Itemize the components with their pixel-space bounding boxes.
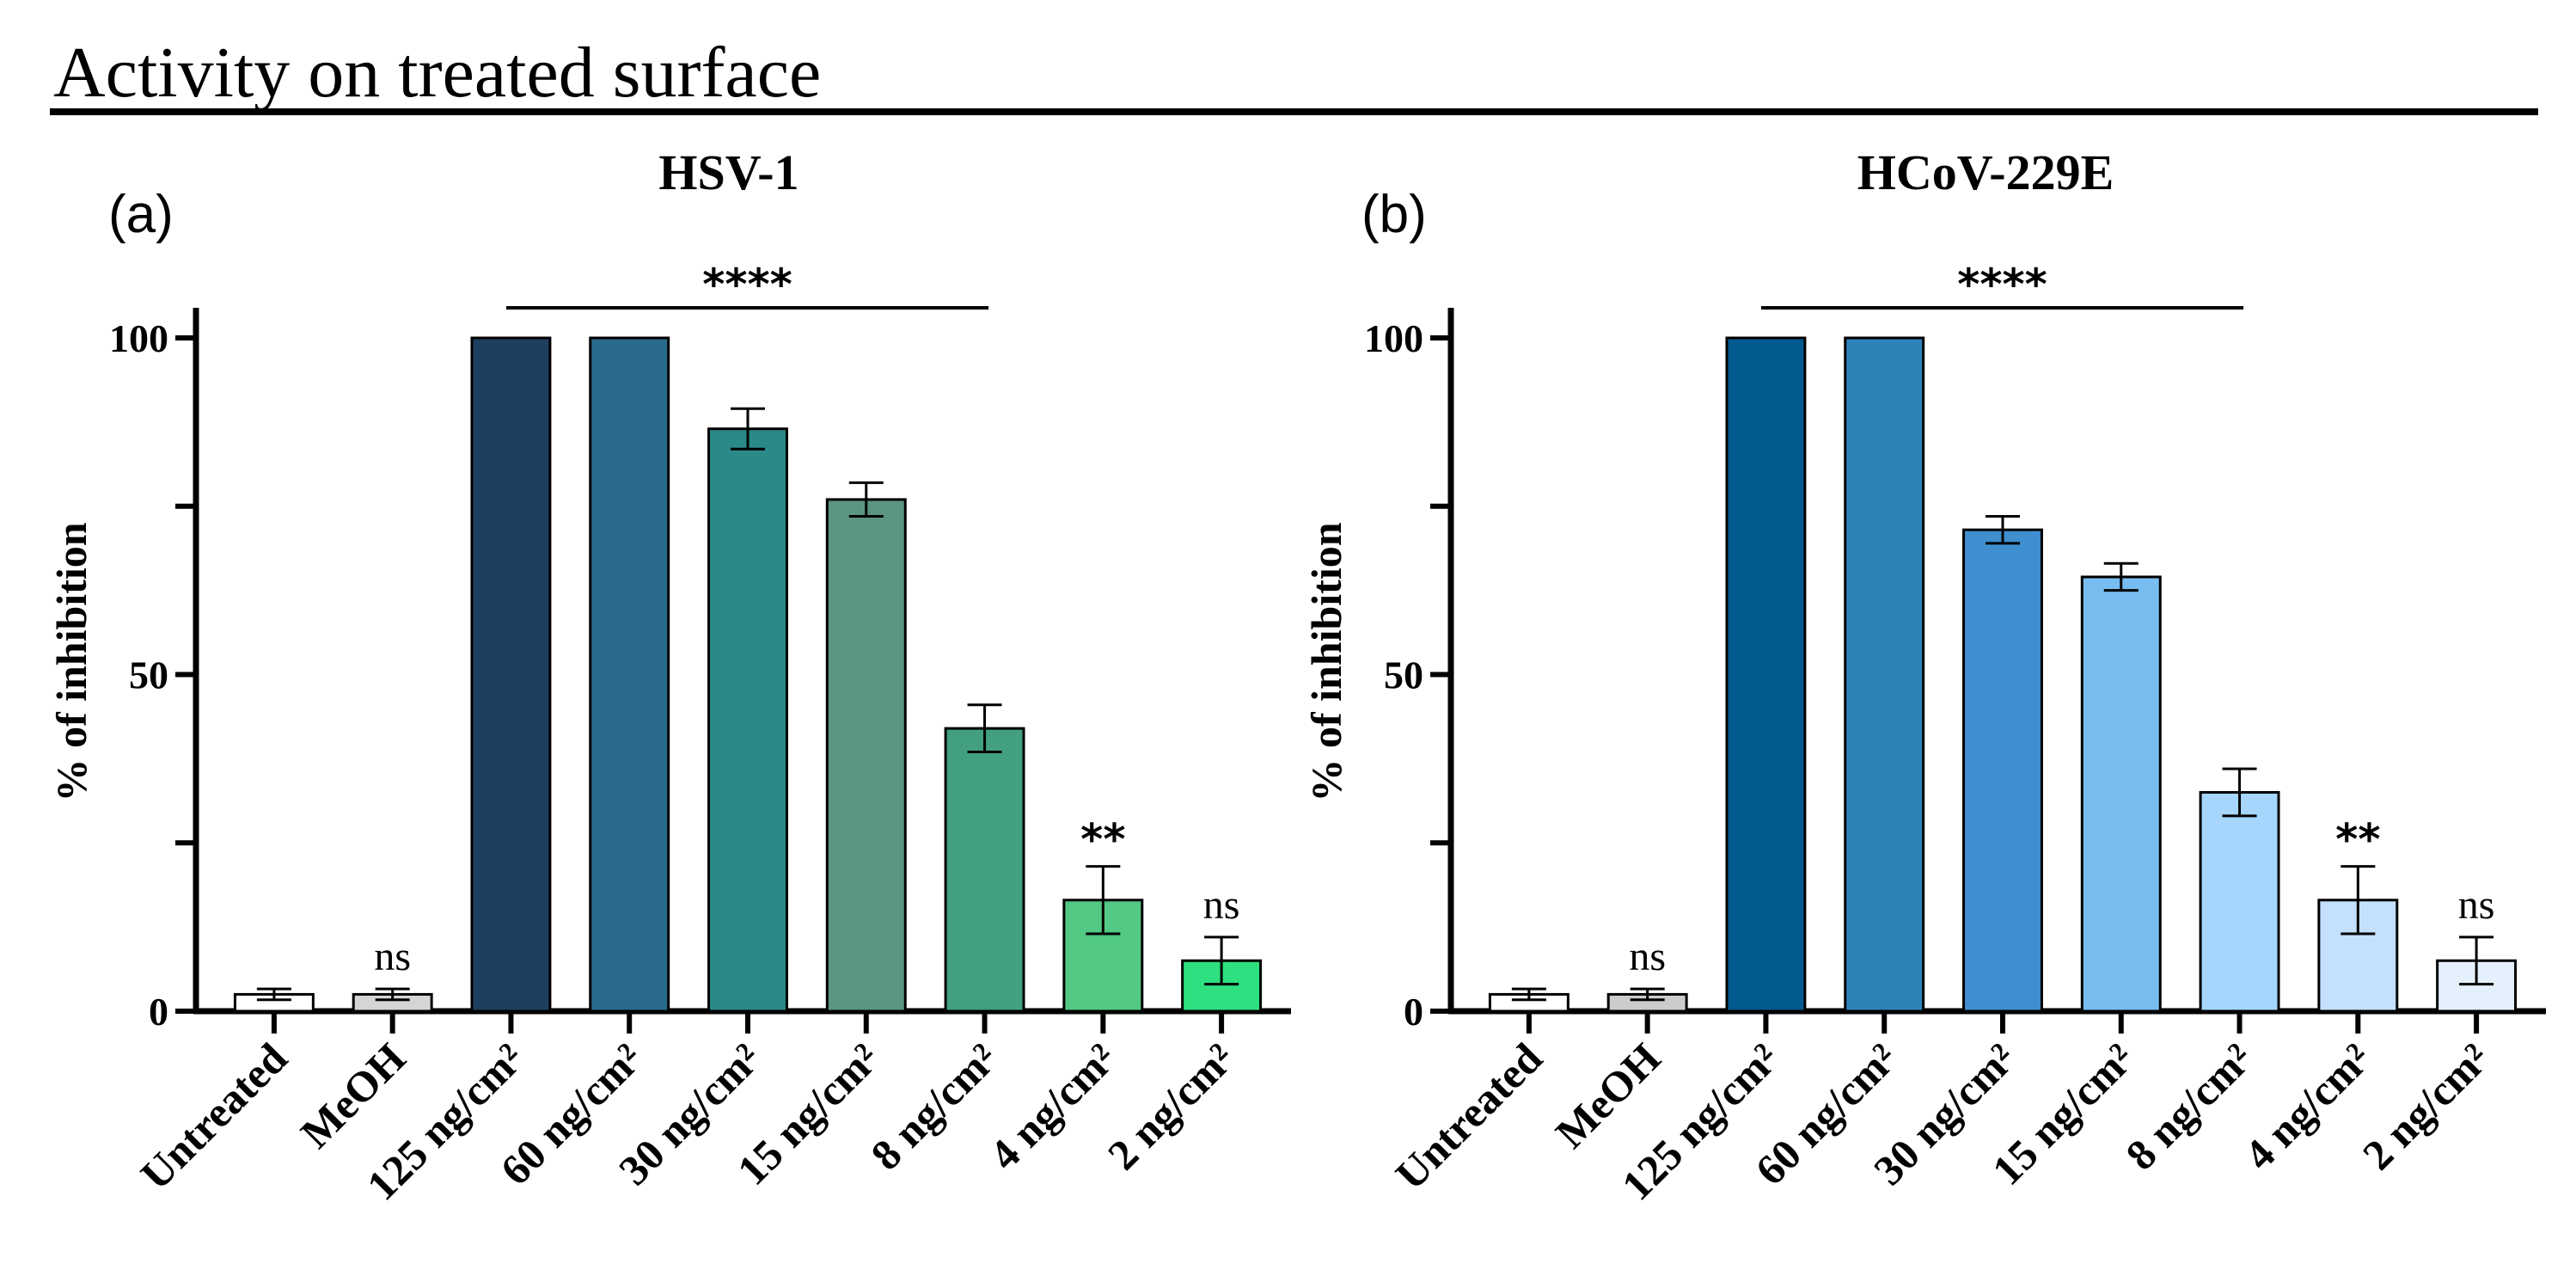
y-tick-label: 50 xyxy=(1384,653,1423,697)
x-tick-label: 2 ng/cm² xyxy=(2353,1034,2499,1179)
x-tick-label: 4 ng/cm² xyxy=(2235,1034,2380,1179)
page-title: Activity on treated surface xyxy=(53,33,821,113)
bracket-label: **** xyxy=(702,260,792,310)
chart-panel-a: (a)HSV-1% of inhibition050100UntreatedMe… xyxy=(47,144,1291,1210)
significance-label: ns xyxy=(1629,934,1666,979)
bar xyxy=(944,727,1025,1013)
bar xyxy=(1844,336,1925,1013)
x-tick-label: 8 ng/cm² xyxy=(2116,1034,2261,1179)
significance-label: ns xyxy=(374,934,411,979)
bar xyxy=(1962,528,2043,1013)
bar xyxy=(2080,575,2162,1013)
chart-panel-b: (b) HCoV-229E % of inhibition 0 50 100 Untreat… xyxy=(1302,144,2546,1210)
y-axis-label: % of inhibition xyxy=(47,522,95,801)
panel-letter: (b) xyxy=(1361,185,1427,244)
y-tick-label: 50 xyxy=(129,653,168,697)
x-tick-label: Untreated xyxy=(1386,1034,1551,1199)
bar xyxy=(589,336,670,1013)
chart-title: HCoV-229E xyxy=(1857,144,2114,200)
chart-title: HSV-1 xyxy=(658,144,798,200)
x-tick-label: Untreated xyxy=(132,1034,297,1199)
y-tick-label: 100 xyxy=(1364,316,1423,360)
x-tick-label: 4 ng/cm² xyxy=(980,1034,1125,1179)
y-tick-label: 0 xyxy=(1404,990,1423,1034)
y-axis-label: % of inhibition xyxy=(1302,522,1350,801)
bar xyxy=(1725,336,1807,1013)
bar xyxy=(825,498,907,1013)
significance-label: ** xyxy=(2335,815,2380,865)
y-tick-label: 100 xyxy=(109,316,168,360)
bar xyxy=(2199,791,2280,1013)
significance-label: ** xyxy=(1080,815,1125,865)
x-tick-label: 8 ng/cm² xyxy=(861,1034,1007,1179)
x-tick-label: 2 ng/cm² xyxy=(1098,1034,1244,1179)
significance-label: ns xyxy=(2458,882,2495,928)
significance-label: ns xyxy=(1203,882,1240,928)
y-tick-label: 0 xyxy=(149,990,168,1034)
panel-letter: (a) xyxy=(108,185,174,244)
bar xyxy=(707,427,788,1013)
bar xyxy=(470,336,552,1013)
bracket-label: **** xyxy=(1957,260,2047,310)
